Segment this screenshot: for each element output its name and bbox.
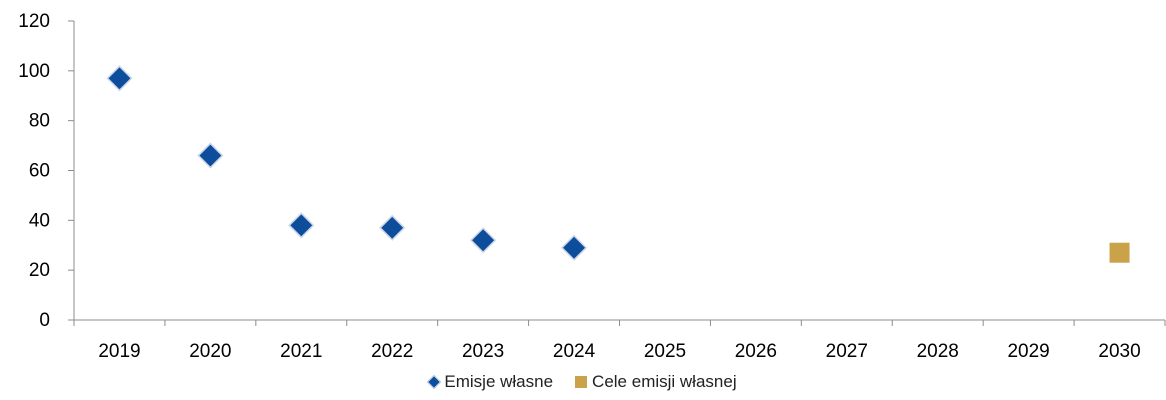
data-point-diamond <box>197 142 224 169</box>
x-tick-label: 2024 <box>553 341 596 362</box>
x-tick-label: 2022 <box>371 341 413 362</box>
x-tick-label: 2026 <box>735 341 777 362</box>
y-tick-label: 60 <box>29 161 50 182</box>
x-tick-label: 2027 <box>826 341 868 362</box>
y-tick-label: 100 <box>18 61 50 82</box>
legend-label-cele-emisji: Cele emisji własnej <box>592 372 737 391</box>
x-tick-label: 2021 <box>280 341 322 362</box>
data-points <box>106 65 1130 263</box>
y-tick-label: 20 <box>29 260 50 281</box>
x-tick-label: 2029 <box>1007 341 1049 362</box>
data-point-square <box>1109 242 1130 263</box>
x-tick-label: 2023 <box>462 341 504 362</box>
data-point-diamond <box>379 214 406 241</box>
x-tick-label: 2028 <box>917 341 959 362</box>
legend: Emisje własne Cele emisji własnej <box>0 372 1166 392</box>
x-tick-label: 2020 <box>189 341 231 362</box>
data-point-diamond <box>288 212 315 239</box>
x-tick-label: 2030 <box>1098 341 1140 362</box>
data-point-diamond <box>106 65 133 92</box>
square-marker-icon <box>575 376 588 388</box>
legend-item-emisje-wlasne: Emisje własne <box>427 372 554 392</box>
tick-labels: 0 20 40 60 80 100 120 2019 2020 2021 2022 2023 2024 2… <box>18 11 1140 362</box>
legend-item-cele-emisji: Cele emisji własnej <box>575 372 737 392</box>
y-tick-label: 80 <box>29 111 50 132</box>
axes <box>68 20 1166 326</box>
data-point-diamond <box>560 234 588 261</box>
y-tick-label: 120 <box>18 11 50 32</box>
legend-label-emisje-wlasne: Emisje własne <box>444 372 554 391</box>
x-tick-label: 2019 <box>98 341 140 362</box>
data-point-diamond <box>470 227 497 254</box>
y-tick-label: 0 <box>39 310 50 331</box>
diamond-marker-icon <box>427 374 442 390</box>
y-tick-label: 40 <box>29 210 50 231</box>
x-tick-label: 2025 <box>644 341 686 362</box>
